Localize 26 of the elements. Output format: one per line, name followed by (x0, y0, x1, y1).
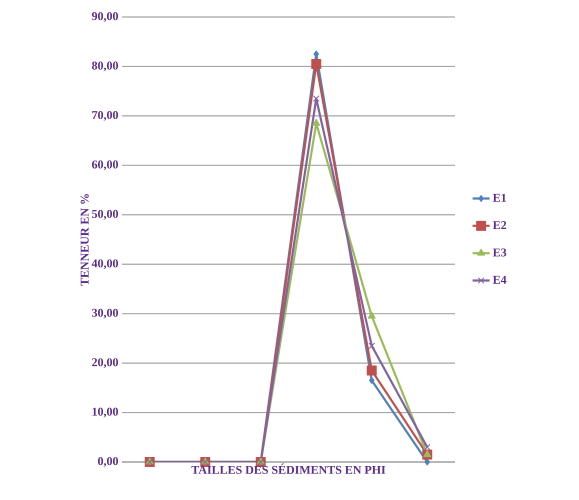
point (368, 342, 376, 350)
legend-label: E4 (492, 276, 506, 284)
y-tick-label: 90,00 (92, 12, 118, 22)
y-tick-label: 50,00 (92, 210, 118, 220)
y-tick-label: 40,00 (92, 259, 118, 270)
point (423, 450, 432, 458)
point (424, 444, 431, 450)
point (368, 312, 376, 319)
y-tick-label: 10,00 (92, 408, 118, 418)
point (312, 95, 320, 102)
x-axis-title: TAILLES DES SÉDIMENTS EN PHI (191, 464, 386, 474)
point (424, 458, 430, 466)
y-tick-label: 0,00 (98, 457, 118, 467)
y-tick-label: 80,00 (92, 62, 118, 72)
point (369, 376, 374, 384)
point (311, 58, 322, 69)
y-axis-title: TENNEUR EN % (80, 194, 89, 286)
y-tick-label: 60,00 (92, 160, 118, 170)
y-tick-label: 20,00 (92, 358, 118, 368)
point (366, 366, 377, 376)
legend-label: E1 (492, 194, 506, 202)
legend-label: E2 (492, 221, 506, 230)
y-tick-label: 30,00 (92, 308, 118, 319)
y-tick-label: 70,00 (92, 110, 118, 121)
point (312, 118, 320, 126)
legend-label: E3 (492, 248, 506, 257)
